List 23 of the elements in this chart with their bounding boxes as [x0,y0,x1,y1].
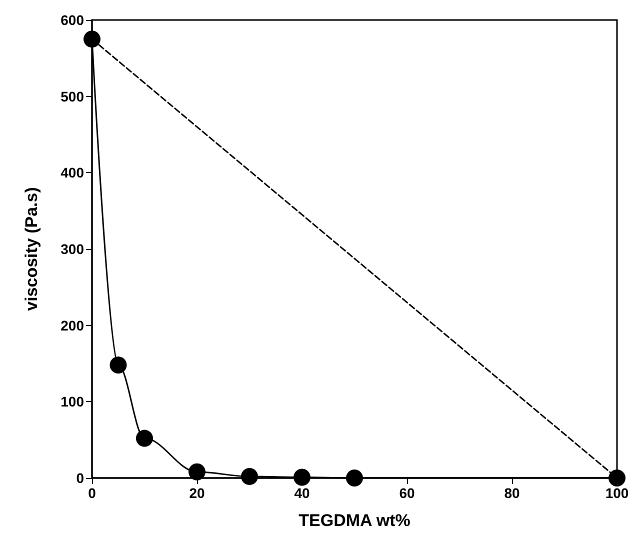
point [188,463,206,480]
x-tick-label: 80 [504,485,520,501]
point [84,30,100,48]
y-tick-label: 200 [60,317,84,334]
point [294,468,310,486]
x-tick-label: 0 [88,485,96,501]
y-tick-label: 600 [60,12,84,28]
y-axis-title: viscosity (Pa.s) [22,187,41,311]
point [110,356,127,374]
y-tick-label: 100 [60,394,84,410]
x-axis-title: TEGDMA wt% [298,511,410,530]
x-tick-label: 60 [399,485,415,501]
x-tick-label: 40 [294,485,310,501]
y-tick-label: 400 [60,164,84,181]
point [241,468,258,485]
x-tick-label: 20 [189,485,205,501]
y-tick-label: 500 [60,88,84,104]
y-tick-label: 0 [76,470,84,486]
point [346,470,363,486]
y-tick-label: 300 [60,241,84,257]
point [136,430,153,447]
point [608,470,626,486]
x-tick-label: 100 [605,485,629,501]
